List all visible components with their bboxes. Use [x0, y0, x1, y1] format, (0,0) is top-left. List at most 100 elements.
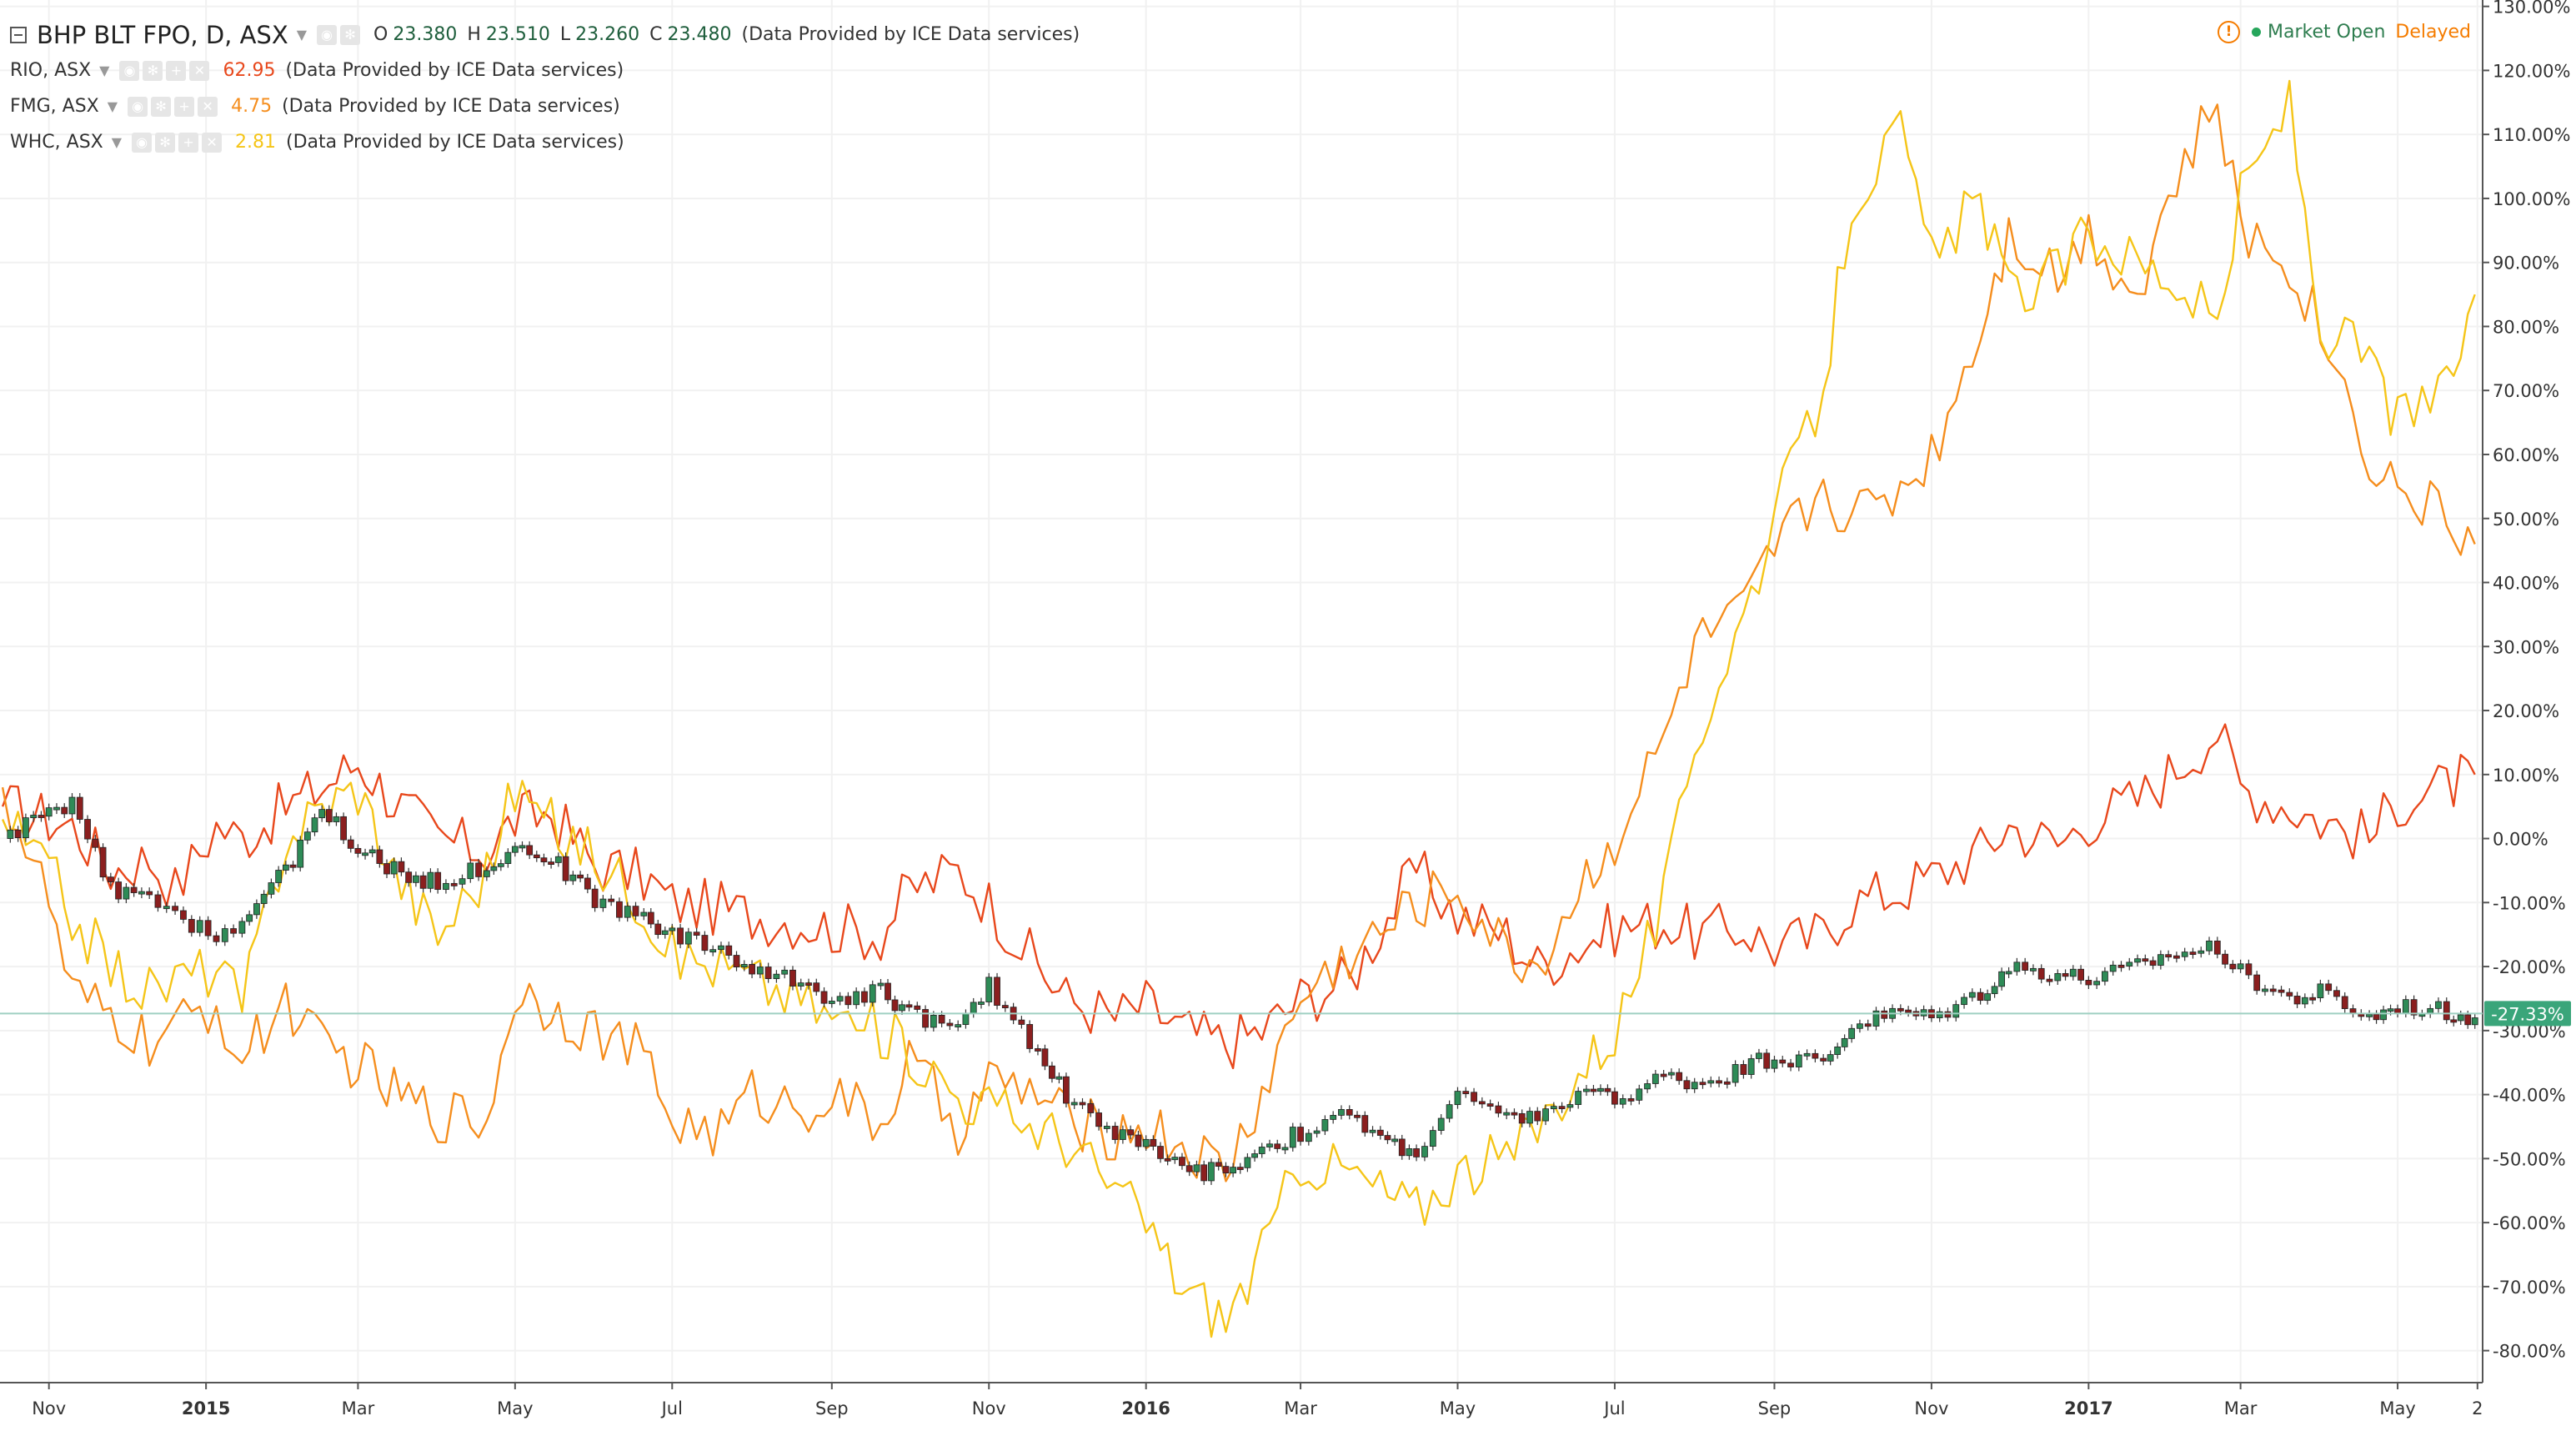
gear-icon[interactable]: ✻: [155, 132, 176, 153]
x-tick-label: May: [497, 1398, 533, 1418]
candle: [1897, 1007, 1904, 1012]
candle: [1462, 1091, 1470, 1094]
candle: [1558, 1106, 1566, 1110]
candle: [92, 838, 99, 848]
candle: [2387, 1008, 2394, 1012]
legend-series-row[interactable]: FMG, ASX ▼ ◉ ✻ + ✕ 4.75 (Data Provided b…: [10, 88, 1080, 124]
candle: [1406, 1148, 1413, 1157]
candle: [2126, 962, 2133, 967]
candle: [318, 809, 326, 819]
close-icon[interactable]: ✕: [198, 96, 218, 117]
eye-icon[interactable]: ◉: [119, 60, 140, 81]
candle: [1803, 1052, 1811, 1057]
chevron-down-icon[interactable]: ▼: [99, 63, 110, 78]
series-symbol[interactable]: RIO, ASX: [10, 60, 92, 81]
x-tick-label: 2015: [182, 1398, 230, 1418]
candle: [333, 816, 340, 822]
candle: [577, 874, 584, 879]
candle: [2173, 955, 2180, 959]
candle: [459, 878, 466, 885]
gear-icon[interactable]: ✻: [143, 60, 163, 81]
low-label: L: [559, 24, 571, 45]
candle: [608, 898, 615, 902]
candle: [30, 815, 38, 819]
candle: [820, 991, 828, 1004]
plus-icon[interactable]: +: [178, 132, 199, 153]
x-tick-label: Sep: [815, 1398, 849, 1418]
candle: [2450, 1019, 2458, 1023]
candle: [1157, 1146, 1164, 1159]
candle: [1756, 1052, 1762, 1059]
gear-icon[interactable]: ✻: [340, 24, 361, 45]
candle: [76, 796, 83, 820]
candle: [899, 1004, 905, 1012]
candle: [204, 920, 212, 936]
candle: [684, 931, 692, 945]
chevron-down-icon[interactable]: ▼: [111, 134, 123, 150]
eye-icon[interactable]: ◉: [128, 96, 148, 117]
candle: [146, 891, 153, 896]
candle: [1611, 1091, 1618, 1105]
candle: [1583, 1088, 1590, 1092]
candle: [1421, 1146, 1428, 1157]
close-icon[interactable]: ✕: [189, 60, 210, 81]
candle: [2366, 1013, 2373, 1017]
main-candles: [7, 793, 2478, 1185]
candle: [1193, 1164, 1200, 1172]
candle: [930, 1014, 937, 1028]
candle: [154, 894, 162, 908]
candle: [1471, 1092, 1477, 1102]
close-icon[interactable]: ✕: [202, 132, 223, 153]
x-tick-label: Mar: [2224, 1398, 2258, 1418]
series-symbol[interactable]: WHC, ASX: [10, 132, 103, 153]
eye-icon[interactable]: ◉: [317, 24, 338, 45]
collapse-legend-icon[interactable]: [10, 26, 27, 43]
candle: [368, 849, 376, 854]
candle: [1699, 1082, 1706, 1086]
candle: [2134, 958, 2141, 963]
series-line: [1, 723, 2476, 1070]
candle: [115, 881, 123, 900]
plus-icon[interactable]: +: [174, 96, 195, 117]
candle: [1834, 1047, 1842, 1055]
candle: [1413, 1148, 1420, 1157]
eye-icon[interactable]: ◉: [132, 132, 153, 153]
candle: [238, 921, 246, 934]
candle: [283, 864, 289, 871]
candle: [709, 949, 717, 953]
candle: [1550, 1106, 1557, 1110]
plus-icon[interactable]: +: [166, 60, 187, 81]
candle: [1446, 1104, 1453, 1119]
candle: [1330, 1115, 1337, 1120]
candle: [2189, 951, 2197, 956]
candle: [2380, 1009, 2387, 1021]
main-symbol-title[interactable]: BHP BLT FPO, D, ASX: [37, 20, 288, 49]
candle: [962, 1013, 970, 1026]
candle: [1604, 1087, 1611, 1092]
candle: [1667, 1072, 1675, 1076]
candle: [2435, 1001, 2442, 1009]
candle: [2062, 972, 2069, 977]
legend-series-row[interactable]: RIO, ASX ▼ ◉ ✻ + ✕ 62.95 (Data Provided …: [10, 53, 1080, 88]
candle: [1258, 1147, 1265, 1154]
exclamation-circle-icon[interactable]: !: [2218, 20, 2241, 43]
open-label: O: [373, 24, 388, 45]
candle: [297, 839, 304, 868]
market-open-text: Market Open: [2268, 21, 2386, 43]
candle: [2093, 981, 2101, 986]
chevron-down-icon[interactable]: ▼: [296, 27, 308, 43]
candle: [616, 901, 623, 918]
candle: [268, 882, 275, 895]
candle: [533, 854, 540, 859]
series-symbol[interactable]: FMG, ASX: [10, 96, 99, 117]
legend-main-row[interactable]: BHP BLT FPO, D, ASX ▼ ◉ ✻ O 23.380 H 23.…: [10, 17, 1080, 53]
chevron-down-icon[interactable]: ▼: [107, 98, 118, 114]
legend-series-row[interactable]: WHC, ASX ▼ ◉ ✻ + ✕ 2.81 (Data Provided b…: [10, 124, 1080, 160]
candle: [970, 1002, 977, 1014]
candle: [2237, 963, 2244, 970]
candle: [1244, 1157, 1251, 1168]
gear-icon[interactable]: ✻: [151, 96, 172, 117]
candle: [38, 815, 45, 818]
